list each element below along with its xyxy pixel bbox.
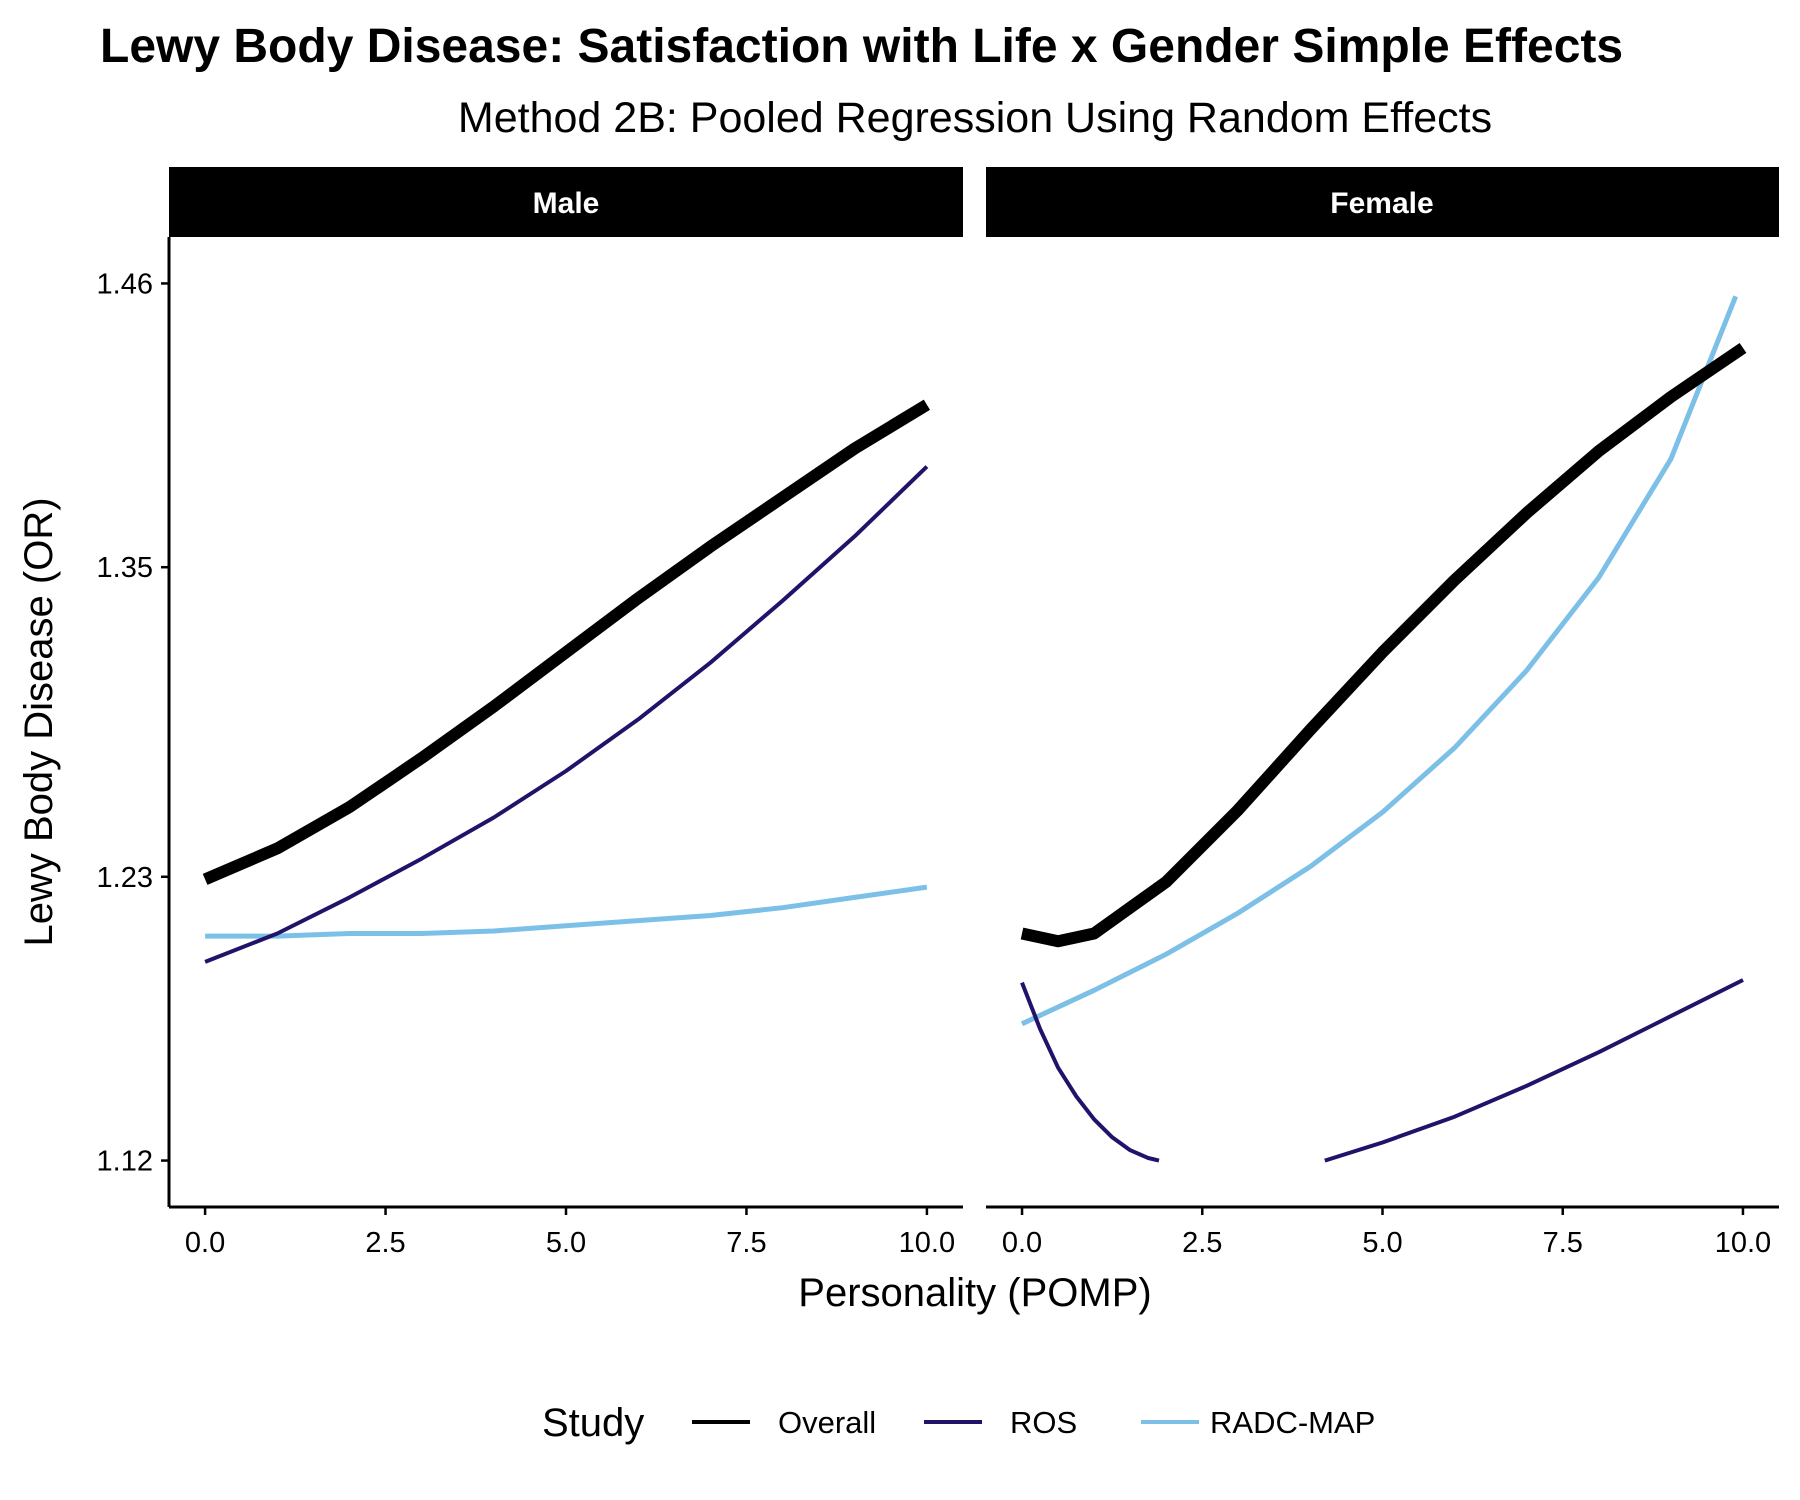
y-tick-label: 1.12 bbox=[97, 1146, 153, 1178]
legend-title: Study bbox=[542, 1401, 644, 1445]
x-tick-label: 2.5 bbox=[365, 1227, 405, 1259]
series-line-male-ros bbox=[204, 465, 929, 964]
x-tick-label: 10.0 bbox=[1715, 1227, 1771, 1259]
y-axis-title: Lewy Body Disease (OR) bbox=[17, 497, 61, 946]
x-tick-label: 5.0 bbox=[1362, 1227, 1402, 1259]
panel-male bbox=[202, 399, 931, 964]
series-line-male-radc-map bbox=[205, 884, 928, 939]
series-line-female-radc-map bbox=[1020, 295, 1739, 1027]
strip-female bbox=[986, 167, 1779, 237]
x-tick-label: 5.0 bbox=[546, 1227, 586, 1259]
legend: Study Overall ROS RADC-MAP bbox=[542, 1401, 1375, 1445]
series-line-male-overall bbox=[202, 399, 931, 885]
y-axis-ticks: 1.12 1.23 1.35 1.46 bbox=[97, 268, 169, 1178]
x-tick-label: 2.5 bbox=[1182, 1227, 1222, 1259]
strip-male bbox=[169, 167, 963, 237]
series-line-female-ros bbox=[1324, 978, 1744, 1163]
x-tick-label: 7.5 bbox=[1543, 1227, 1583, 1259]
y-tick-label: 1.46 bbox=[97, 268, 153, 300]
legend-label-ros: ROS bbox=[1010, 1405, 1077, 1440]
x-tick-label: 7.5 bbox=[726, 1227, 766, 1259]
panel-female bbox=[1020, 295, 1747, 1163]
y-tick-label: 1.23 bbox=[97, 862, 153, 894]
x-tick-label: 0.0 bbox=[185, 1227, 225, 1259]
x-tick-label: 0.0 bbox=[1002, 1227, 1042, 1259]
x-axis-title: Personality (POMP) bbox=[798, 1271, 1151, 1315]
series-line-female-ros bbox=[1020, 981, 1160, 1163]
chart-subtitle: Method 2B: Pooled Regression Using Rando… bbox=[458, 94, 1492, 142]
legend-label-overall: Overall bbox=[778, 1405, 876, 1440]
strip-label-male: Male bbox=[533, 187, 600, 220]
y-tick-label: 1.35 bbox=[97, 552, 153, 584]
x-axis-ticks: 0.0 2.5 5.0 7.5 10.0 0.0 2.5 5.0 7.5 10.0 bbox=[185, 1207, 1771, 1259]
chart-title: Lewy Body Disease: Satisfaction with Lif… bbox=[100, 20, 1623, 73]
x-tick-label: 10.0 bbox=[899, 1227, 955, 1259]
strip-label-female: Female bbox=[1330, 187, 1433, 220]
series-line-female-overall bbox=[1020, 342, 1747, 948]
legend-label-radc-map: RADC-MAP bbox=[1210, 1405, 1375, 1440]
